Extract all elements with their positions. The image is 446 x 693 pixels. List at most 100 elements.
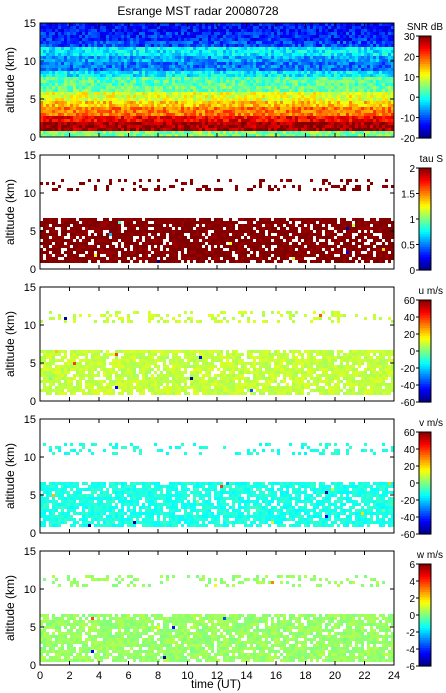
heatmap-cell (388, 62, 391, 65)
heatmap-cell (370, 107, 373, 110)
heatmap-cell (343, 122, 346, 125)
heatmap-cell (172, 80, 175, 83)
heatmap-cell (271, 53, 274, 56)
heatmap-cell (142, 77, 145, 80)
heatmap-cell (109, 32, 112, 35)
heatmap-cell (151, 32, 154, 35)
heatmap-cell (145, 68, 148, 71)
heatmap-cell (163, 23, 166, 26)
heatmap-cell (148, 101, 151, 104)
heatmap-cell (46, 113, 49, 116)
heatmap-cell (100, 26, 103, 29)
heatmap-cell (310, 41, 313, 44)
heatmap-cell (193, 104, 196, 107)
heatmap-cell (106, 71, 109, 74)
heatmap-cell (139, 107, 142, 110)
heatmap-cell (169, 119, 172, 122)
heatmap-cell (361, 74, 364, 77)
heatmap-cell (319, 26, 322, 29)
heatmap-cell (64, 239, 67, 242)
heatmap-cell (163, 65, 166, 68)
heatmap-cell (151, 68, 154, 71)
heatmap-cell (307, 77, 310, 80)
heatmap-cell (274, 89, 277, 92)
heatmap-cell (115, 239, 118, 242)
heatmap-cell (223, 80, 226, 83)
heatmap-cell (340, 134, 343, 137)
heatmap-cell (55, 218, 58, 221)
heatmap-cell (310, 113, 313, 116)
heatmap-cell (382, 59, 385, 62)
heatmap-cell (43, 227, 46, 230)
heatmap-cell (49, 92, 52, 95)
heatmap-cell (100, 50, 103, 53)
heatmap-cell (184, 59, 187, 62)
heatmap-cell (268, 89, 271, 92)
heatmap-cell (121, 95, 124, 98)
heatmap-cell (361, 119, 364, 122)
heatmap-cell (238, 23, 241, 26)
heatmap-cell (352, 50, 355, 53)
heatmap-cell (277, 83, 280, 86)
heatmap-cell (388, 29, 391, 32)
heatmap-cell (139, 98, 142, 101)
heatmap-cell (97, 179, 100, 182)
heatmap-cell (160, 80, 163, 83)
heatmap-cell (361, 65, 364, 68)
heatmap-cell (370, 110, 373, 113)
heatmap-cell (121, 50, 124, 53)
heatmap-cell (286, 92, 289, 95)
heatmap-cell (250, 56, 253, 59)
heatmap-cell (328, 56, 331, 59)
heatmap-cell (145, 47, 148, 50)
heatmap-cell (64, 218, 67, 221)
heatmap-cell (70, 38, 73, 41)
heatmap-cell (178, 23, 181, 26)
heatmap-cell (280, 110, 283, 113)
heatmap-cell (163, 119, 166, 122)
heatmap-cell (106, 122, 109, 125)
heatmap-cell (115, 68, 118, 71)
heatmap-cell (283, 80, 286, 83)
heatmap-cell (349, 131, 352, 134)
heatmap-cell (337, 98, 340, 101)
heatmap-cell (379, 119, 382, 122)
heatmap-cell (229, 116, 232, 119)
heatmap-cell (139, 77, 142, 80)
heatmap-cell (121, 92, 124, 95)
heatmap-cell (295, 41, 298, 44)
heatmap-cell (232, 122, 235, 125)
heatmap-cell (355, 113, 358, 116)
heatmap-cell (319, 119, 322, 122)
heatmap-cell (304, 107, 307, 110)
heatmap-cell (235, 125, 238, 128)
heatmap-cell (160, 29, 163, 32)
heatmap-cell (85, 68, 88, 71)
heatmap-cell (229, 35, 232, 38)
heatmap-cell (241, 101, 244, 104)
heatmap-cell (190, 119, 193, 122)
heatmap-cell (256, 35, 259, 38)
heatmap-cell (127, 107, 130, 110)
heatmap-cell (211, 125, 214, 128)
heatmap-cell (196, 29, 199, 32)
heatmap-cell (283, 116, 286, 119)
heatmap-cell (43, 221, 46, 224)
heatmap-cell (274, 59, 277, 62)
heatmap-cell (211, 101, 214, 104)
heatmap-cell (349, 74, 352, 77)
heatmap-cell (310, 116, 313, 119)
heatmap-cell (226, 65, 229, 68)
heatmap-cell (124, 80, 127, 83)
heatmap-cell (112, 47, 115, 50)
heatmap-cell (232, 29, 235, 32)
heatmap-cell (244, 71, 247, 74)
heatmap-cell (328, 119, 331, 122)
heatmap-cell (220, 71, 223, 74)
heatmap-cell (112, 113, 115, 116)
heatmap-cell (208, 44, 211, 47)
heatmap-cell (220, 56, 223, 59)
heatmap-cell (184, 98, 187, 101)
heatmap-cell (307, 59, 310, 62)
heatmap-cell (391, 107, 394, 110)
